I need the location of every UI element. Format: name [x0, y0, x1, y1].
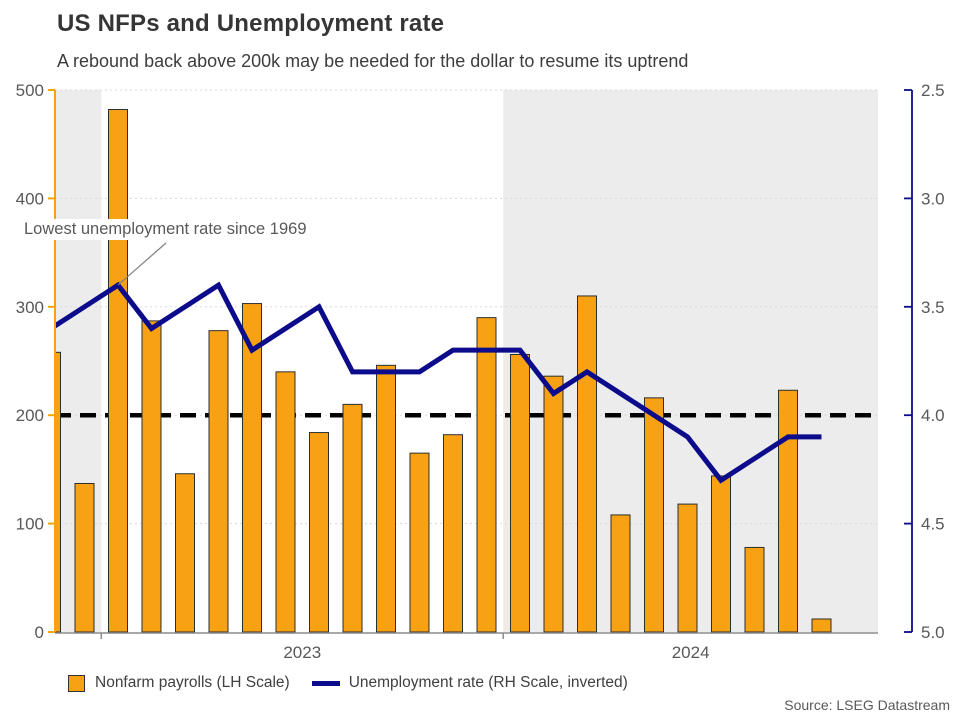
right-axis-label-2.5: 2.5 — [921, 81, 945, 100]
bar-jun-2023 — [275, 371, 296, 633]
legend: Nonfarm payrolls (LH Scale) Unemployment… — [68, 674, 628, 692]
annotation-label: Lowest unemployment rate since 1969 — [20, 219, 311, 240]
bar-nov-2022 — [55, 351, 61, 633]
legend-line-swatch — [311, 680, 340, 686]
legend-bar-label: Nonfarm payrolls (LH Scale) — [95, 674, 290, 691]
bar-apr-2024 — [610, 514, 631, 633]
right-axis-label-5.0: 5.0 — [921, 623, 945, 642]
chart-subtitle: A rebound back above 200k may be needed … — [57, 51, 689, 71]
bar-may-2024 — [644, 397, 664, 633]
x-axis-label-2024: 2024 — [672, 643, 710, 662]
left-axis-label-300: 300 — [16, 298, 44, 317]
bar-jan-2024 — [510, 353, 530, 633]
left-axis-label-100: 100 — [16, 515, 44, 534]
unemployment-line — [55, 281, 822, 484]
bar-oct-2023 — [409, 452, 430, 633]
bar-dec-2023 — [476, 317, 497, 633]
bar-jan-2023 — [108, 109, 128, 633]
bar-jun-2024 — [677, 503, 698, 633]
left-axis-label-200: 200 — [16, 406, 44, 425]
left-axis-label-500: 500 — [16, 81, 44, 100]
bar-apr-2023 — [208, 330, 229, 633]
annotation-pointer-line — [117, 242, 167, 286]
bar-jul-2024 — [711, 475, 731, 633]
left-axis-label-400: 400 — [16, 189, 44, 208]
left-axis-label-0: 0 — [35, 623, 44, 642]
bar-sep-2024 — [778, 389, 798, 633]
bar-mar-2023 — [175, 473, 195, 633]
legend-bar-swatch — [68, 674, 85, 692]
right-axis-label-4.0: 4.0 — [921, 406, 945, 425]
bar-dec-2022 — [74, 482, 95, 633]
legend-line-label: Unemployment rate (RH Scale, inverted) — [348, 674, 628, 691]
bar-aug-2024 — [744, 546, 765, 633]
bar-aug-2023 — [342, 403, 363, 633]
bar-feb-2023 — [141, 320, 162, 633]
right-axis-label-4.5: 4.5 — [921, 515, 945, 534]
bar-sep-2023 — [376, 364, 396, 633]
nfp-bars — [55, 109, 832, 633]
bar-feb-2024 — [543, 375, 564, 633]
source-label: Source: LSEG Datastream — [784, 697, 950, 713]
bar-may-2023 — [242, 303, 262, 633]
right-axis-label-3.5: 3.5 — [921, 298, 945, 317]
right-axis-label-3.0: 3.0 — [921, 189, 945, 208]
page-title: US NFPs and Unemployment rate — [57, 10, 445, 37]
bar-nov-2023 — [443, 434, 463, 633]
bar-oct-2024 — [811, 618, 832, 633]
bar-mar-2024 — [577, 295, 597, 633]
bar-jul-2023 — [309, 432, 329, 633]
x-axis-label-2023: 2023 — [283, 643, 321, 662]
